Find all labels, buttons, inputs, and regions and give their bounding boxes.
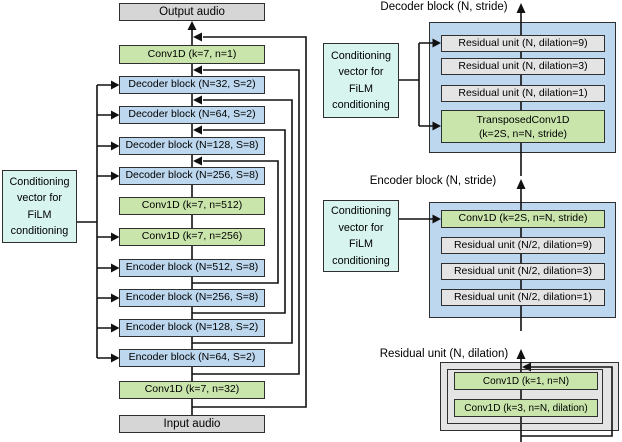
decoder-block-n128-box: Decoder block (N=128, S=8) xyxy=(119,137,265,155)
right-arrow-icon xyxy=(432,214,441,224)
left-arrow-icon xyxy=(193,65,202,75)
film-text-line: FiLM xyxy=(349,238,373,250)
decoder-detail-lines xyxy=(399,3,526,176)
right-arrow-icon xyxy=(111,353,120,363)
residual-conv1d-k1-box: Conv1D (k=1, n=N) xyxy=(454,372,598,390)
conv1d-k7-n512-box: Conv1D (k=7, n=512) xyxy=(119,197,265,215)
encoder-conv1d-box: Conv1D (k=2S, n=N, stride) xyxy=(441,210,605,228)
film-text-line: conditioning xyxy=(332,99,390,111)
encoder-detail-title: Encoder block (N, stride) xyxy=(369,175,497,187)
up-arrow-icon xyxy=(516,179,526,189)
residual-inner-frame xyxy=(447,369,603,424)
right-arrow-icon xyxy=(111,171,120,181)
conv1d-k7-n32-box: Conv1D (k=7, n=32) xyxy=(119,381,265,399)
film-text-line: FiLM xyxy=(349,82,373,95)
encoder-block-n256-box: Encoder block (N=256, S=8) xyxy=(119,289,265,307)
skip-connections xyxy=(192,32,307,408)
right-arrow-icon xyxy=(111,293,120,303)
film-text-line: Conditioning xyxy=(330,205,392,217)
encoder-detail-lines xyxy=(399,179,526,331)
left-arrow-icon xyxy=(193,32,202,42)
left-arrow-icon xyxy=(193,156,202,166)
right-arrow-icon xyxy=(432,38,441,48)
right-arrow-icon xyxy=(111,263,120,273)
film-text-line: Conditioning xyxy=(330,49,392,62)
encoder-block-n64-box: Encoder block (N=64, S=2) xyxy=(119,349,265,367)
decoder-residual-unit-d3-box: Residual unit (N, dilation=3) xyxy=(441,58,605,75)
decoder-block-n64-box: Decoder block (N=64, S=2) xyxy=(119,106,265,124)
encoder-residual-unit-d3-box: Residual unit (N/2, dilation=3) xyxy=(441,263,605,280)
conv1d-k7-n1-box: Conv1D (k=7, n=1) xyxy=(119,45,265,64)
up-arrow-icon xyxy=(187,21,197,30)
right-arrow-icon xyxy=(432,121,441,131)
film-conditioning-box-encoder: Conditioning vector for FiLM conditionin… xyxy=(323,200,399,272)
film-conditioning-box-main: Conditioning vector for FiLM conditionin… xyxy=(2,170,77,243)
left-arrow-icon xyxy=(193,125,202,135)
input-audio-box: Input audio xyxy=(119,415,265,433)
decoder-block-n256-box: Decoder block (N=256, S=8) xyxy=(119,167,265,185)
up-arrow-icon xyxy=(516,349,526,359)
film-conditioning-box-decoder: Conditioning vector for FiLM conditionin… xyxy=(323,43,399,118)
transposed-conv-line1: TransposedConv1D xyxy=(476,113,570,126)
left-arrow-icon xyxy=(193,95,202,105)
decoder-residual-unit-d9-box: Residual unit (N, dilation=9) xyxy=(441,35,605,52)
transposed-conv1d-box: TransposedConv1D (k=2S, n=N, stride) xyxy=(441,110,605,143)
output-audio-box: Output audio xyxy=(119,3,265,21)
right-arrow-icon xyxy=(111,110,120,120)
decoder-detail-title: Decoder block (N, stride) xyxy=(380,1,508,13)
film-text-line: vector for xyxy=(16,192,62,204)
encoder-block-n128-box: Encoder block (N=128, S=2) xyxy=(119,319,265,337)
right-arrow-icon xyxy=(111,323,120,333)
film-text-line: vector for xyxy=(338,221,384,234)
film-text-line: FiLM xyxy=(27,208,52,221)
right-arrow-icon xyxy=(111,141,120,151)
film-text-line: conditioning xyxy=(10,225,69,237)
film-text-line: Conditioning xyxy=(9,175,70,188)
residual-conv1d-k3-box: Conv1D (k=3, n=N, dilation) xyxy=(454,399,598,417)
right-arrow-icon xyxy=(111,80,120,90)
encoder-residual-unit-d9-box: Residual unit (N/2, dilation=9) xyxy=(441,237,605,254)
film-branch-lines xyxy=(77,80,120,363)
film-text-line: conditioning xyxy=(332,254,390,267)
up-arrow-icon xyxy=(516,3,526,13)
film-text-line: vector for xyxy=(338,66,384,78)
residual-detail-title: Residual unit (N, dilation) xyxy=(379,348,509,360)
encoder-residual-unit-d1-box: Residual unit (N/2, dilation=1) xyxy=(441,289,605,306)
decoder-block-n32-box: Decoder block (N=32, S=2) xyxy=(119,76,265,94)
decoder-residual-unit-d1-box: Residual unit (N, dilation=1) xyxy=(441,85,605,102)
conv1d-k7-n256-box: Conv1D (k=7, n=256) xyxy=(119,228,265,246)
encoder-block-n512-box: Encoder block (N=512, S=8) xyxy=(119,259,265,277)
right-arrow-icon xyxy=(111,232,120,242)
transposed-conv-line2: (k=2S, n=N, stride) xyxy=(478,127,568,140)
